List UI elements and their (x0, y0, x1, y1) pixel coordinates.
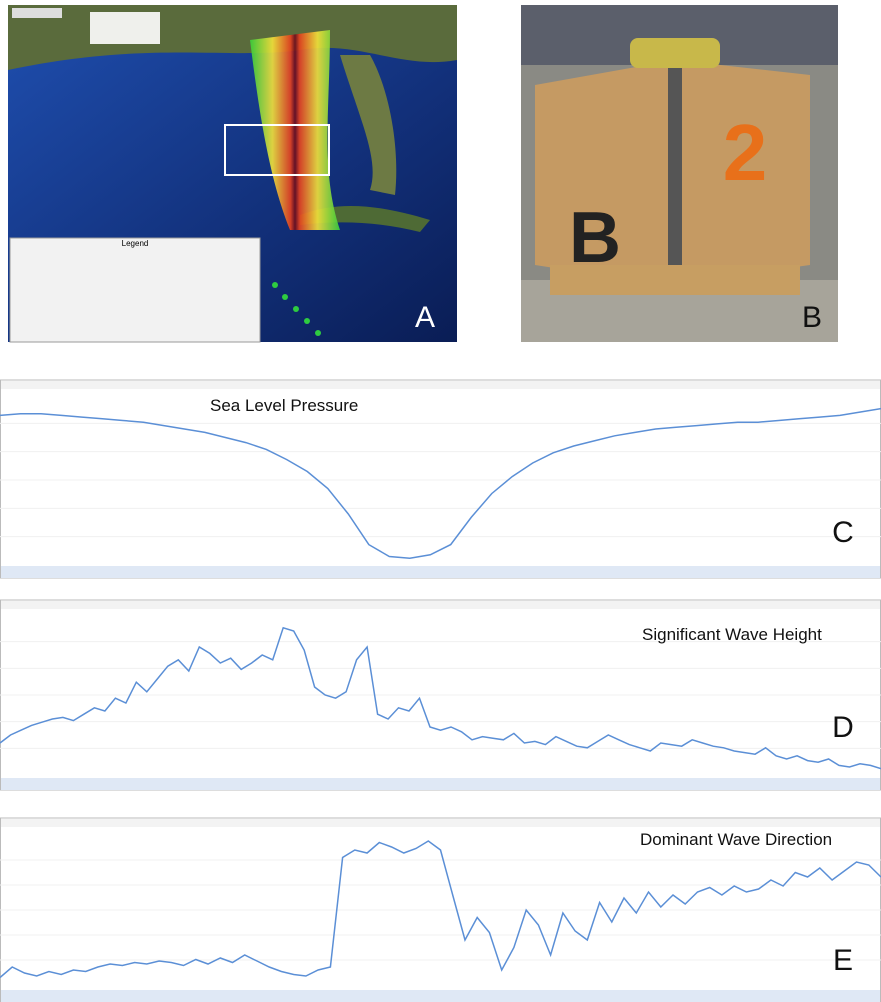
panel-label: B (802, 301, 822, 334)
sensor (630, 38, 720, 68)
panel-label: A (415, 301, 435, 334)
map-tab (12, 8, 62, 18)
photo-panel: 2 B B (521, 5, 838, 342)
legend-title: Legend (122, 239, 149, 248)
box-letter: B (569, 198, 621, 278)
toolbar (1, 819, 880, 827)
map-key (90, 12, 160, 44)
chart-title: Significant Wave Height (642, 625, 822, 644)
forecast-cone (250, 30, 340, 230)
pallet (550, 265, 800, 295)
florida (340, 55, 397, 195)
study-box (224, 124, 330, 176)
panel-label: D (832, 711, 854, 744)
x-axis-band (1, 990, 880, 1002)
strap (668, 62, 682, 284)
data-line (0, 407, 881, 559)
map-panel: Legend A (8, 5, 457, 343)
chart-title: Sea Level Pressure (210, 396, 358, 415)
x-axis-band (1, 566, 880, 578)
x-axis-band (1, 778, 880, 790)
panel-label: C (832, 516, 854, 549)
box-number: 2 (723, 108, 768, 197)
data-line (0, 840, 881, 979)
track-dots (272, 282, 321, 336)
toolbar (1, 381, 880, 389)
toolbar (1, 601, 880, 609)
chart-title: Dominant Wave Direction (640, 830, 832, 849)
chart-frame (0, 379, 881, 579)
legend-box (9, 237, 261, 343)
panel-label: E (833, 944, 853, 977)
data-line (0, 626, 881, 770)
